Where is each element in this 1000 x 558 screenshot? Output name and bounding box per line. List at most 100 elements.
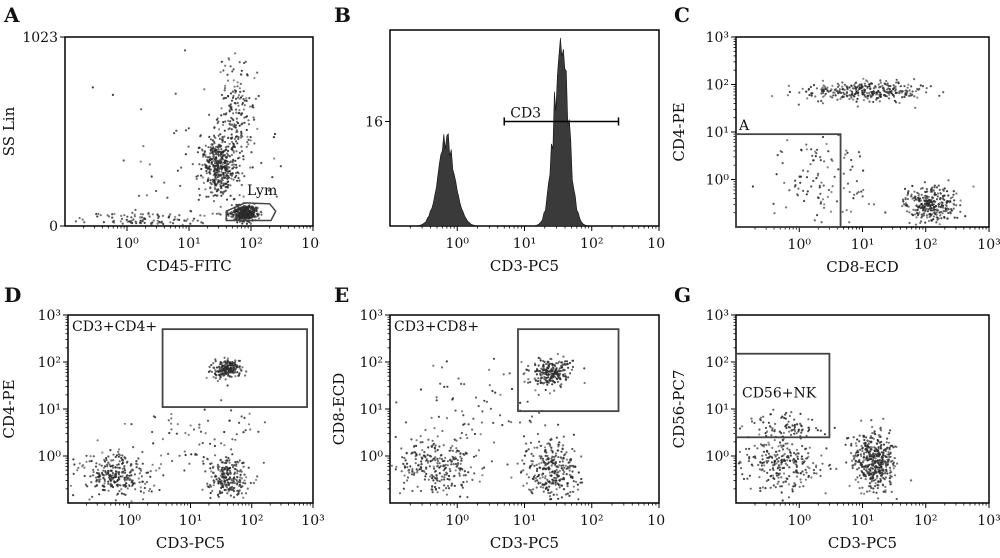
data-point <box>210 470 213 473</box>
data-point <box>829 95 832 98</box>
data-point <box>956 216 959 219</box>
data-point <box>247 119 250 122</box>
data-point <box>426 461 429 464</box>
x-tick-label-b: 10¹ <box>513 236 536 252</box>
data-point <box>228 469 231 472</box>
data-point <box>434 477 437 480</box>
data-point <box>230 409 233 412</box>
data-point <box>220 144 223 148</box>
data-point <box>217 477 220 480</box>
data-point <box>420 460 423 463</box>
data-point <box>465 480 468 483</box>
data-point <box>821 102 824 105</box>
data-point <box>572 485 575 488</box>
data-point <box>235 203 238 206</box>
data-point <box>180 166 183 169</box>
data-point <box>795 448 798 452</box>
data-point <box>238 109 241 112</box>
data-point <box>870 419 873 422</box>
data-point <box>887 450 890 454</box>
data-point <box>213 164 216 167</box>
data-point <box>98 480 101 483</box>
data-point <box>158 488 161 492</box>
data-point <box>552 375 556 378</box>
data-point <box>873 471 876 474</box>
data-point <box>561 460 564 463</box>
data-point <box>550 374 553 377</box>
x-tick-label-e: 10¹ <box>513 513 536 529</box>
data-point <box>204 432 207 435</box>
data-point <box>416 469 419 472</box>
data-point <box>419 465 422 468</box>
data-point <box>761 458 764 461</box>
data-point <box>232 477 235 480</box>
data-point <box>139 486 142 489</box>
data-point <box>787 425 790 429</box>
data-point <box>548 379 551 382</box>
data-point <box>931 196 934 199</box>
data-point <box>759 460 762 463</box>
data-point <box>233 490 236 493</box>
data-point <box>912 208 915 211</box>
data-point <box>457 377 460 380</box>
data-point <box>89 475 92 478</box>
data-point <box>931 188 934 191</box>
data-point <box>211 489 214 492</box>
data-point <box>105 458 108 462</box>
data-point <box>882 470 885 473</box>
data-point <box>906 86 909 89</box>
data-point <box>562 472 565 476</box>
data-points-d <box>69 356 266 503</box>
data-point <box>143 221 146 224</box>
data-point <box>925 91 928 94</box>
data-point <box>792 485 795 488</box>
data-point <box>807 87 810 91</box>
data-point <box>872 491 875 494</box>
data-point <box>952 193 955 196</box>
data-point <box>420 456 423 459</box>
data-point <box>861 486 864 489</box>
data-point <box>765 460 768 463</box>
data-point <box>237 135 240 139</box>
data-point <box>800 455 803 458</box>
x-tick-label-c: 10² <box>914 237 937 253</box>
data-point <box>806 97 809 100</box>
data-point <box>139 213 142 216</box>
data-point <box>890 471 893 474</box>
data-point <box>939 192 942 195</box>
data-point <box>560 466 563 470</box>
data-point <box>203 150 206 153</box>
data-point <box>533 474 536 477</box>
data-point <box>926 195 929 198</box>
data-point <box>217 175 221 178</box>
data-point <box>489 407 492 410</box>
data-point <box>241 206 244 209</box>
data-point <box>96 215 99 218</box>
data-point <box>232 178 235 181</box>
data-point <box>472 455 476 458</box>
y-axis-label-d: CD4-PE <box>0 379 18 438</box>
y-tick-label-a: 0 <box>49 219 58 235</box>
data-point <box>219 185 222 188</box>
data-points-g <box>737 408 913 502</box>
data-point <box>176 423 179 426</box>
data-point <box>799 175 803 178</box>
data-point <box>763 461 766 464</box>
data-point <box>117 453 120 456</box>
data-point <box>241 485 244 488</box>
data-point <box>213 184 216 187</box>
data-point <box>213 178 216 181</box>
data-point <box>189 222 192 225</box>
data-point <box>239 208 242 211</box>
gate-e-0 <box>517 328 620 413</box>
data-point <box>780 476 783 479</box>
data-point <box>523 462 526 465</box>
data-point <box>913 95 916 98</box>
data-point <box>200 221 203 224</box>
data-point <box>253 76 256 80</box>
data-point <box>237 94 241 97</box>
data-point <box>770 455 773 458</box>
data-point <box>558 469 561 472</box>
data-point <box>810 476 813 479</box>
data-point <box>443 476 446 479</box>
